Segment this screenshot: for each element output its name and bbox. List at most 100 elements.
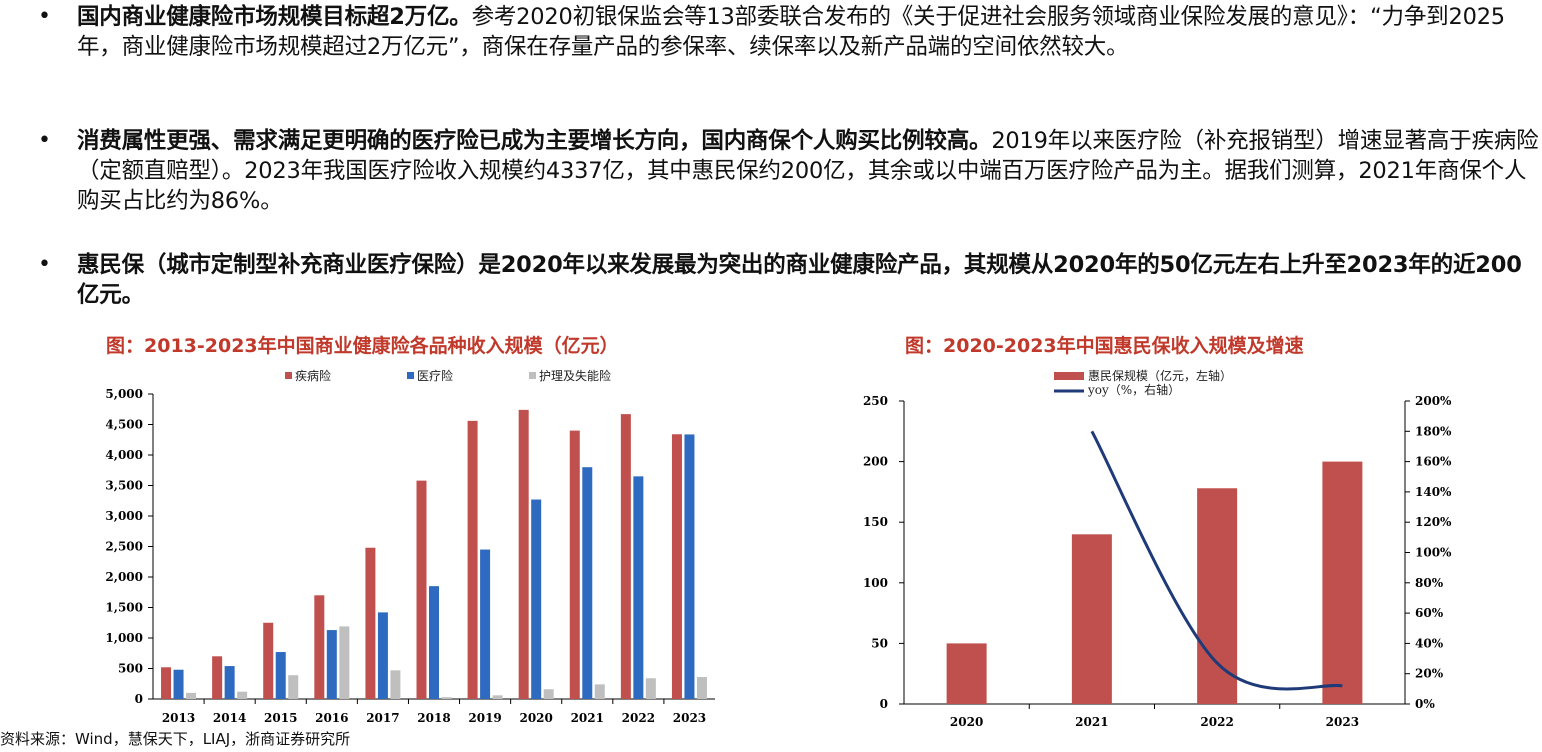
left-tick-label: 200 — [863, 455, 888, 469]
y-tick-label: 500 — [118, 662, 143, 676]
bar-护理及失能险-2016 — [339, 626, 350, 699]
y-tick-label: 3,000 — [105, 509, 143, 523]
bar-医疗险-2021 — [582, 467, 593, 699]
y-tick-label: 2,500 — [105, 540, 143, 554]
right-tick-label: 80% — [1415, 576, 1444, 590]
bar-huiminbao-2022 — [1197, 488, 1238, 704]
bar-护理及失能险-2015 — [288, 675, 299, 699]
bar-huiminbao-2023 — [1322, 461, 1363, 704]
bar-护理及失能险-2022 — [645, 678, 656, 699]
legend-swatch-bar — [1054, 372, 1084, 380]
bar-疾病险-2022 — [620, 414, 631, 699]
bar-护理及失能险-2013 — [186, 692, 197, 699]
y-tick-label: 3,500 — [105, 479, 143, 493]
x-tick-label: 2015 — [264, 711, 297, 725]
right-tick-label: 60% — [1415, 606, 1444, 620]
y-tick-label: 4,000 — [105, 448, 143, 462]
x-tick-label: 2013 — [162, 711, 195, 725]
legend-label: 护理及失能险 — [539, 368, 611, 383]
legend-label: 医疗险 — [417, 368, 453, 383]
bullet-bold: 消费属性更强、需求满足更明确的医疗险已成为主要增长方向，国内商保个人购买比例较高… — [77, 128, 992, 154]
x-tick-label: 2014 — [213, 711, 246, 725]
bar-huiminbao-2021 — [1071, 534, 1112, 704]
bullet-dot: • — [38, 4, 51, 29]
x-tick-label: 2023 — [673, 711, 706, 725]
chart-1-title: 图：2013-2023年中国商业健康险各品种收入规模（亿元） — [106, 335, 619, 357]
bar-医疗险-2015 — [275, 652, 286, 699]
bar-护理及失能险-2021 — [594, 684, 605, 699]
bar-疾病险-2020 — [518, 409, 529, 699]
left-tick-label: 100 — [863, 576, 888, 590]
x-tick-label: 2016 — [315, 711, 348, 725]
legend-swatch-护理及失能险 — [529, 372, 536, 379]
right-tick-label: 40% — [1415, 636, 1444, 650]
y-tick-label: 5,000 — [105, 387, 143, 401]
y-tick-label: 1,500 — [105, 601, 143, 615]
bullet-normal: 参考2020初银保监会等13部委联合发布的《关于促进社会服务领域商业保险发展的意… — [77, 4, 1505, 60]
bullet-bold: 惠民保（城市定制型补充商业医疗保险）是2020年以来发展最为突出的商业健康险产品… — [77, 252, 1522, 308]
bar-疾病险-2018 — [416, 480, 427, 699]
right-tick-label: 20% — [1415, 667, 1444, 681]
x-tick-label: 2019 — [468, 711, 501, 725]
bar-疾病险-2014 — [212, 656, 223, 699]
y-tick-label: 0 — [135, 692, 143, 706]
huiminbao-combo-chart: 0 50 100 150 200 250 0% 20% 40% 60% 80% 100% 120% 140… — [863, 368, 1452, 729]
y-tick-label: 1,000 — [105, 631, 143, 645]
bar-huiminbao-2020 — [946, 643, 987, 704]
bar-医疗险-2019 — [480, 549, 491, 699]
bar-护理及失能险-2014 — [237, 691, 248, 699]
bullet-dot: • — [38, 128, 51, 153]
bullet-bold: 国内商业健康险市场规模目标超2万亿。 — [77, 4, 472, 30]
bar-医疗险-2018 — [429, 586, 439, 699]
chart-2-title: 图：2020-2023年中国惠民保收入规模及增速 — [905, 335, 1304, 357]
bar-医疗险-2014 — [224, 666, 235, 699]
legend-label: 惠民保规模（亿元，左轴） — [1088, 368, 1232, 383]
source-note: 资料来源：Wind，慧保天下，LIAJ，浙商证券研究所 — [0, 730, 351, 748]
bullet-dot: • — [38, 252, 51, 277]
legend-swatch-疾病险 — [285, 372, 292, 379]
left-tick-label: 250 — [863, 394, 888, 408]
right-tick-label: 100% — [1415, 546, 1452, 560]
x-tick-label: 2023 — [1326, 715, 1359, 729]
y-tick-label: 2,000 — [105, 570, 143, 584]
left-tick-label: 150 — [863, 515, 888, 529]
right-tick-label: 120% — [1415, 515, 1452, 529]
bar-医疗险-2013 — [173, 669, 184, 699]
right-tick-label: 140% — [1415, 485, 1452, 499]
bar-护理及失能险-2019 — [492, 695, 503, 699]
right-tick-label: 200% — [1415, 394, 1452, 408]
bar-护理及失能险-2023 — [696, 677, 707, 699]
x-tick-label: 2022 — [622, 711, 655, 725]
legend-label: 疾病险 — [295, 368, 331, 383]
bar-疾病险-2017 — [365, 547, 376, 699]
x-tick-label: 2020 — [950, 715, 983, 729]
yoy-line — [1090, 430, 1343, 691]
x-tick-label: 2017 — [366, 711, 399, 725]
bullet-text: 惠民保（城市定制型补充商业医疗保险）是2020年以来发展最为突出的商业健康险产品… — [77, 250, 1542, 310]
x-tick-label: 2022 — [1200, 715, 1233, 729]
bar-医疗险-2023 — [684, 434, 695, 699]
x-tick-label: 2018 — [417, 711, 450, 725]
bullet-text: 消费属性更强、需求满足更明确的医疗险已成为主要增长方向，国内商保个人购买比例较高… — [77, 126, 1542, 216]
bar-医疗险-2016 — [326, 630, 337, 699]
y-tick-label: 4,500 — [105, 418, 143, 432]
x-tick-label: 2020 — [519, 711, 552, 725]
bar-疾病险-2023 — [671, 434, 682, 699]
bar-医疗险-2020 — [531, 499, 542, 699]
bar-护理及失能险-2018 — [441, 697, 452, 699]
bullet-normal: 2019年以来医疗险（补充报销型）增速显著高于疾病险（定额直赔型）。2023年我… — [77, 128, 1539, 214]
bar-医疗险-2022 — [633, 476, 644, 699]
bar-疾病险-2015 — [263, 622, 274, 699]
right-tick-label: 0% — [1415, 697, 1435, 711]
left-tick-label: 0 — [880, 697, 888, 711]
bar-护理及失能险-2020 — [543, 689, 554, 699]
health-insurance-bar-chart: 0 500 1,000 1,500 2,000 2,500 3,000 3,500 4,000 4… — [105, 368, 715, 725]
bar-疾病险-2021 — [569, 430, 580, 699]
legend-swatch-医疗险 — [407, 372, 414, 379]
right-tick-label: 180% — [1415, 424, 1452, 438]
bar-疾病险-2013 — [161, 667, 172, 699]
right-tick-label: 160% — [1415, 455, 1452, 469]
bullet-text: 国内商业健康险市场规模目标超2万亿。参考2020初银保监会等13部委联合发布的《… — [77, 2, 1542, 62]
x-tick-label: 2021 — [1075, 715, 1108, 729]
x-tick-label: 2021 — [571, 711, 604, 725]
